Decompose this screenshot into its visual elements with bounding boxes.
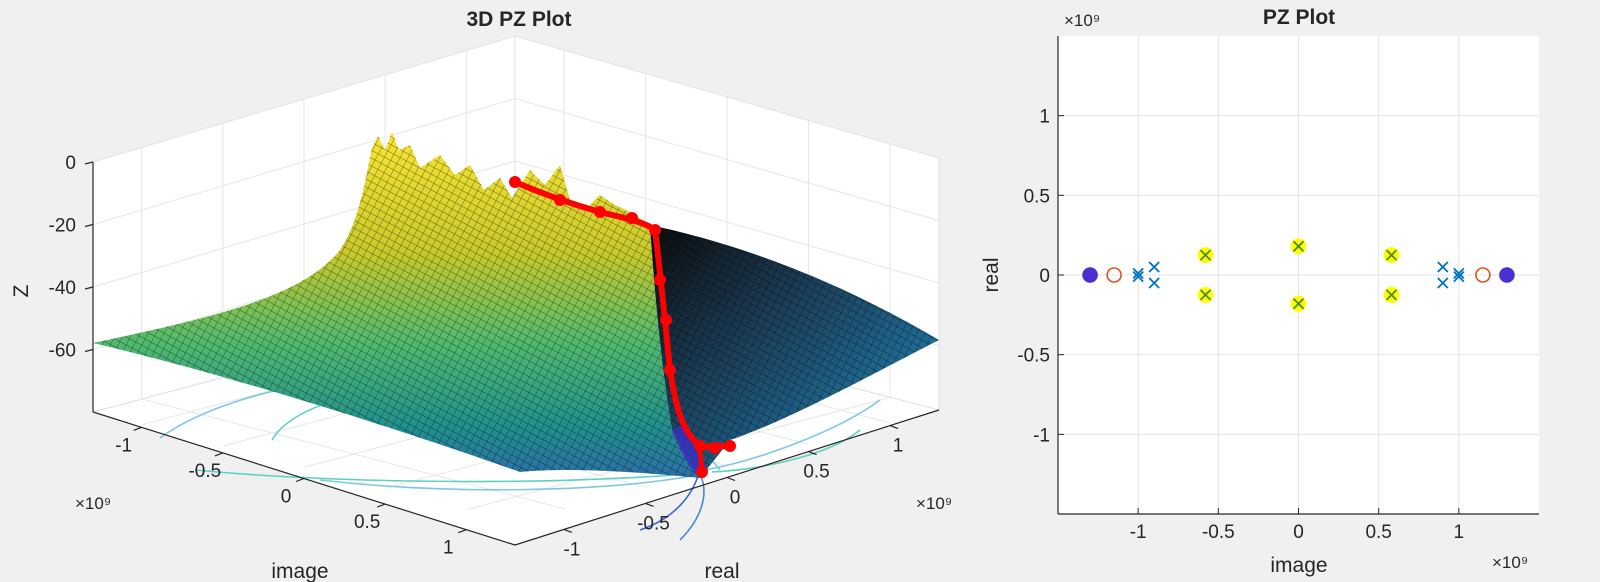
y-tick-label: 0 (730, 488, 741, 509)
pz-pole-marker (1437, 261, 1449, 273)
pz-zero-marker (1106, 267, 1122, 283)
z-tick-label: -20 (49, 216, 76, 237)
pz-zero-marker (1475, 267, 1491, 283)
pz-pole-marker (1385, 249, 1398, 261)
contour-line (639, 475, 699, 531)
pz-y-tick-label: -0.5 (1017, 346, 1050, 367)
pz-x-axis-label: image (1270, 554, 1327, 577)
pz-pole-marker (1292, 298, 1305, 310)
pz-pole-marker (1453, 267, 1465, 280)
y-tick-label: 1 (893, 436, 904, 457)
trace-marker (649, 224, 661, 236)
pz-ticks: -1 -0.5 0 0.5 1 1 0.5 0 -0.5 -1 (1017, 107, 1464, 543)
pz-plot[interactable]: PZ Plot -1 -0.5 0 0.5 1 1 0.5 0 -0.5 -1 real imag… (980, 6, 1539, 577)
contour-line (319, 475, 693, 491)
surface-mesh (93, 132, 939, 478)
z-axis-label: Z (10, 284, 33, 297)
x-tick-label: -1 (115, 435, 132, 456)
x-axis-label: image (271, 560, 328, 582)
pz-pole-marker (1453, 270, 1465, 283)
z-tick-label: -60 (49, 341, 76, 362)
pz-x-tick-label: 1 (1454, 522, 1465, 543)
trace-marker (594, 206, 606, 218)
pz-pole-marker (1385, 289, 1398, 301)
surface-left-mesh (93, 132, 700, 478)
pz-y-tick-label: 1 (1039, 107, 1050, 128)
pz-pole-marker (1199, 249, 1212, 261)
contour-line (711, 429, 861, 473)
trace-marker (626, 212, 638, 224)
pz-x-tick-label: 0 (1293, 522, 1304, 543)
y-axis-label: real (704, 560, 739, 582)
trace-marker (694, 440, 706, 452)
pz-zero-marker (1082, 267, 1098, 283)
x-tick-label: 0 (281, 487, 292, 508)
pz-chart-title: PZ Plot (1263, 6, 1335, 29)
x-axis-exponent: ×10⁹ (75, 494, 111, 513)
z-tick-label: 0 (65, 153, 76, 174)
pz-y-axis-label: real (980, 257, 1003, 292)
trace-marker (660, 314, 672, 326)
pz-pole-marker (1132, 267, 1144, 280)
pz-y-tick-label: 0.5 (1024, 186, 1050, 207)
x-tick-label: 1 (443, 538, 454, 559)
pz-pole-marker (1132, 270, 1144, 283)
trace-marker (554, 194, 566, 206)
contour-line (679, 473, 705, 541)
pz-y-tick-label: -1 (1033, 425, 1050, 446)
pz-x-tick-label: 0.5 (1365, 522, 1391, 543)
pz-pole-marker (1199, 289, 1212, 301)
y-tick-label: 0.5 (803, 462, 829, 483)
y-tick-label: -1 (563, 539, 580, 560)
y-tick-label: -0.5 (637, 513, 670, 534)
pz-x-axis-exponent: ×10⁹ (1492, 553, 1528, 572)
pz-x-tick-label: -1 (1130, 522, 1147, 543)
pz-zero-marker (1499, 267, 1515, 283)
x-tick-label: -0.5 (188, 461, 221, 482)
surface-right-mesh (650, 225, 939, 478)
surface-plot-3d[interactable]: 3D PZ Plot (10, 8, 952, 582)
x-tick-label: 0.5 (354, 512, 380, 533)
pz-x-tick-label: -0.5 (1202, 522, 1235, 543)
pz-y-axis-exponent: ×10⁹ (1064, 11, 1100, 30)
trace-marker (509, 176, 521, 188)
y-axis-exponent: ×10⁹ (916, 494, 952, 513)
trace-marker (654, 274, 666, 286)
chart-title: 3D PZ Plot (466, 8, 571, 31)
contour-line (194, 469, 691, 483)
pz-y-tick-label: 0 (1039, 266, 1050, 287)
pz-pole-marker (1148, 277, 1160, 289)
pz-grid (1058, 36, 1539, 514)
pz-markers (1082, 238, 1515, 312)
trace-markers (509, 176, 736, 478)
pz-pole-marker (1292, 240, 1305, 252)
trace-marker (709, 442, 721, 454)
trace-path (509, 176, 736, 478)
pz-pole-marker (1437, 277, 1449, 289)
ticks-3d: -1 -0.5 0 0.5 1 1 0.5 0 -0.5 -1 0 -20 -40 -60 (49, 153, 904, 560)
trace-marker (724, 440, 736, 452)
contour-line (704, 399, 881, 471)
trace-marker (664, 364, 676, 376)
z-tick-label: -40 (49, 278, 76, 299)
pz-pole-marker (1148, 261, 1160, 273)
